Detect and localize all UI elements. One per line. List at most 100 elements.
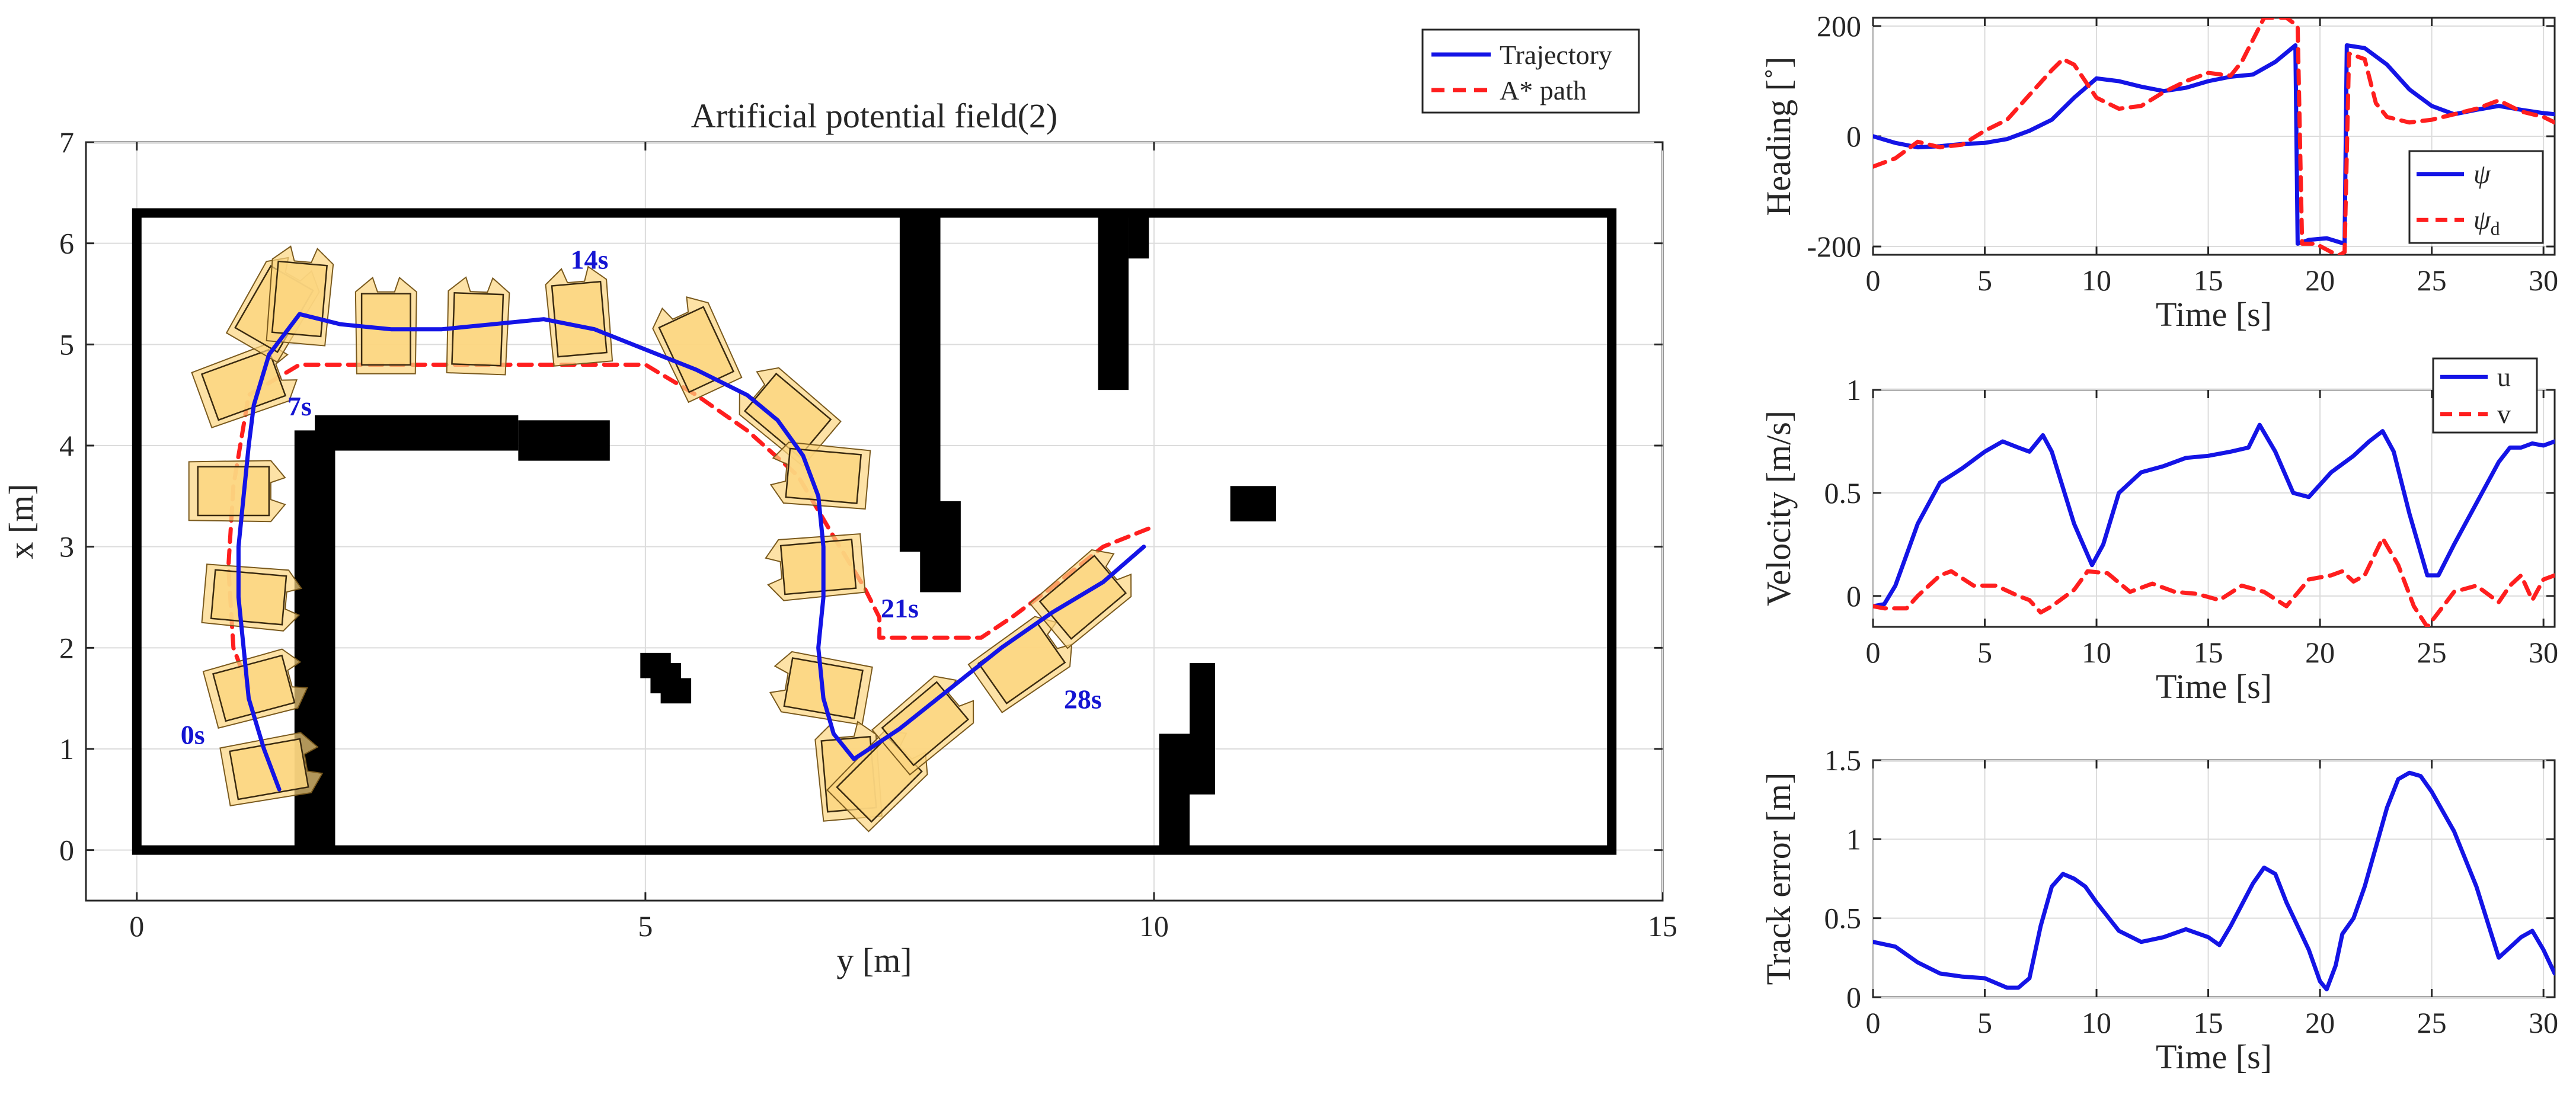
vessel-body [212,654,296,722]
heading-xtick-label: 25 [2417,264,2447,297]
error-axes-box [1872,759,2556,998]
velocity-xtick-label: 25 [2417,636,2447,669]
vessel-marker [765,533,866,601]
map-ytick-label: 2 [59,631,74,664]
map-ytick-label: 1 [59,732,74,766]
velocity-ylabel: Velocity [m/s] [1759,411,1798,606]
map-ytick-label: 5 [59,328,74,361]
error-xtick-label: 10 [2082,1006,2111,1039]
velocity-series-1 [1873,536,2555,627]
heading-legend: ψψd [2408,150,2544,244]
legend-trajectory-label: Trajectory [1500,40,1612,70]
map-ylabel: x [m] [2,483,40,559]
velocity-xtick-label: 30 [2529,636,2558,669]
vessel-marker [354,276,417,374]
map-xtick-label: 0 [129,910,144,943]
error-ytick-label: 1 [1846,822,1861,856]
vessel-marker [266,245,334,347]
astar-path-line [226,363,1156,691]
map-plot: 0 5 10 15 0 1 2 3 4 5 6 7 y [m] x [m] Artificial poten… [2,28,1677,979]
velocity-series-0 [1873,422,2555,609]
vessel-body [210,569,287,626]
map-ytick-label: 0 [59,834,74,867]
time-annotation: 0s [181,719,205,750]
time-annotation: 7s [287,391,312,421]
map-ytick-label: 6 [59,227,74,260]
vessel-marker [202,648,308,729]
map-obstacle [518,420,610,461]
heading-ylabel: Heading [˚] [1759,57,1798,216]
vessel-body [197,466,270,517]
velocity-xtick-label: 5 [1977,636,1992,669]
map-obstacle [1159,734,1190,850]
heading-series-1 [1873,18,2555,255]
heading-ytick-label: 0 [1846,120,1861,153]
velocity-legend-label: v [2497,399,2511,429]
time-annotation: 28s [1064,684,1102,715]
error-xlabel: Time [s] [2156,1037,2272,1076]
vessel-body [785,447,862,504]
map-xlabel: y [m] [836,941,912,979]
map-obstacle [1190,662,1215,795]
error-series-0 [1873,770,2555,992]
map-obstacle [1098,213,1129,390]
heading-legend-box [2408,150,2544,244]
map-ytick-label: 3 [59,530,74,563]
vessel-body [551,280,608,358]
error-xtick-label: 0 [1866,1006,1881,1039]
heading-xtick-label: 5 [1977,264,1992,297]
error-xtick-label: 25 [2417,1006,2447,1039]
map-title: Artificial potential field(2) [691,97,1057,135]
velocity-ytick-label: 1 [1846,373,1861,406]
map-obstacle [1230,486,1276,521]
heading-legend-label: ψ [2473,159,2491,189]
velocity-legend: uv [2432,357,2538,434]
error-xtick-label: 20 [2305,1006,2335,1039]
map-ytick-label: 4 [59,429,74,462]
velocity-legend-box [2432,357,2538,434]
map-obstacle [660,678,692,704]
error-ylabel: Track error [m] [1759,773,1798,985]
heading-series-0 [1873,43,2555,246]
map-obstacle [899,213,941,552]
map-obstacle [1129,213,1149,259]
heading-legend-label: ψd [2473,204,2500,239]
velocity-ytick-label: 0 [1846,579,1861,613]
map-xtick-label: 10 [1139,910,1169,943]
error-ytick-label: 0.5 [1824,902,1862,935]
map-boundary [132,208,1617,855]
velocity-plot: 0 5 10 15 20 25 30 0 0.5 1 Time [s] Velocity [m/s] u… [1759,357,2558,706]
map-xtick-label: 15 [1648,910,1677,943]
heading-legend-label-sub: d [2491,217,2500,239]
trajectory-line [236,312,1146,792]
heading-xtick-label: 15 [2194,264,2223,297]
map-obstacle [920,501,961,593]
error-ytick-label: 1.5 [1824,744,1862,777]
velocity-xlabel: Time [s] [2156,667,2272,706]
track-error-plot: 0 5 10 15 20 25 30 0 0.5 1 1.5 Time [s] Track error … [1759,744,2558,1076]
error-xtick-label: 30 [2529,1006,2558,1039]
heading-legend-label-base: ψ [2473,204,2491,235]
vessel-marker [871,675,974,776]
velocity-xtick-label: 10 [2082,636,2111,669]
vessel-marker [188,460,286,523]
vessel-body [779,539,857,595]
vessel-body [881,681,970,767]
map-legend: Trajectory A* path [1421,28,1640,114]
heading-xtick-label: 0 [1866,264,1881,297]
heading-xtick-label: 20 [2305,264,2335,297]
error-ytick-label: 0 [1846,981,1861,1014]
vessel-marker [446,276,510,376]
time-annotation: 14s [571,244,609,274]
vessel-marker [201,563,302,632]
heading-xtick-label: 10 [2082,264,2111,297]
velocity-xtick-label: 15 [2194,636,2223,669]
velocity-xtick-label: 0 [1866,636,1881,669]
map-obstacle [315,415,519,451]
error-xtick-label: 5 [1977,1006,1992,1039]
vessel-body [743,372,832,458]
heading-xlabel: Time [s] [2156,295,2272,334]
vessel-marker [967,616,1073,713]
